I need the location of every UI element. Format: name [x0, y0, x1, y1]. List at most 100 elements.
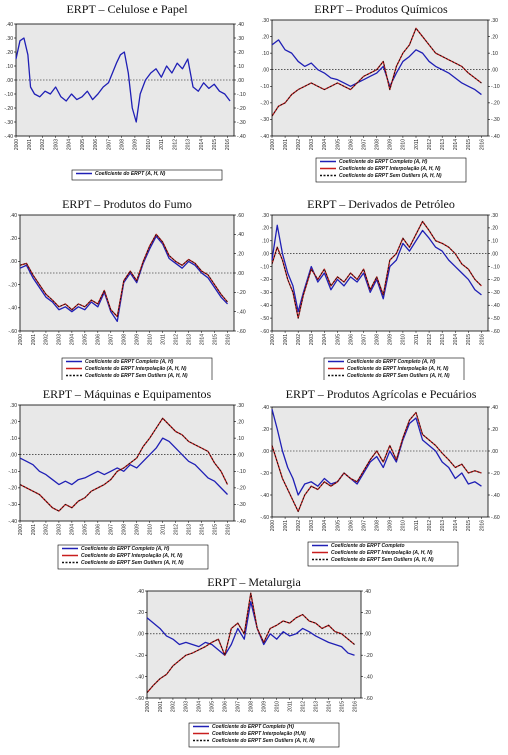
- y-right-tick-label: .30: [237, 36, 244, 42]
- y-right-tick-label: -.60: [364, 696, 373, 702]
- panel-fumo: ERPT – Produtos do Fumo .40 .20 .00 -.20 -.40…: [0, 195, 254, 383]
- x-tick-label: 2001: [283, 520, 289, 531]
- series-line-1: [271, 39, 482, 96]
- x-tick-label: 2013: [440, 520, 446, 531]
- chart-title: ERPT – Derivados de Petróleo: [307, 197, 455, 211]
- y-tick-label: .10: [262, 239, 269, 245]
- legend-box: [307, 541, 459, 567]
- x-tick-label: 2010: [401, 520, 407, 531]
- x-tick-label: 2011: [414, 139, 420, 150]
- plot-area: [19, 404, 235, 522]
- y-right-tick-label: .20: [491, 427, 498, 433]
- y-tick-label: .20: [262, 226, 269, 232]
- y-tick-label: -.60: [135, 696, 144, 702]
- y-tick-label: -.40: [260, 303, 269, 309]
- y-tick-label: -.40: [260, 493, 269, 499]
- y-right-tick-label: -.40: [237, 519, 246, 525]
- y-tick-label: -.40: [8, 306, 17, 312]
- x-tick-label: 2012: [173, 524, 179, 535]
- y-tick-label: .10: [6, 64, 13, 70]
- y-tick-label: .00: [6, 78, 13, 84]
- x-tick-label: 2014: [453, 520, 459, 531]
- x-tick-label: 2007: [361, 520, 367, 531]
- panel-agricolas: ERPT – Produtos Agrícolas e Pecuários .40…: [254, 385, 508, 570]
- x-tick-label: 2011: [414, 520, 420, 531]
- x-tick-label: 2004: [322, 139, 328, 150]
- x-tick-label: 2010: [146, 139, 152, 150]
- series-line-3: [19, 417, 228, 512]
- y-tick-label: .00: [262, 68, 269, 74]
- y-right-tick-label: .20: [237, 50, 244, 56]
- y-tick-label: .20: [10, 236, 17, 242]
- x-tick-label: 2000: [18, 334, 24, 345]
- x-tick-label: 2000: [270, 334, 276, 345]
- legend-entry: Coeficiente do ERPT Completo (A, H): [339, 159, 428, 165]
- y-right-tick-label: .30: [237, 403, 244, 409]
- y-tick-label: -.60: [260, 329, 269, 335]
- x-tick-label: 2009: [388, 520, 394, 531]
- x-tick-label: 2008: [375, 520, 381, 531]
- x-tick-label: 2005: [83, 334, 89, 345]
- y-right-tick-label: .40: [237, 22, 244, 28]
- x-tick-label: 2006: [348, 520, 354, 531]
- x-tick-label: 2002: [44, 334, 50, 345]
- y-right-tick-label: -.20: [237, 290, 246, 296]
- y-right-tick-label: -.30: [237, 120, 246, 126]
- series-line-3: [19, 233, 228, 317]
- y-right-tick-label: .10: [491, 239, 498, 245]
- y-right-tick-label: .00: [237, 78, 244, 84]
- y-right-tick-label: .40: [364, 589, 371, 595]
- y-right-tick-label: .40: [491, 405, 498, 411]
- chart-agricolas: ERPT – Produtos Agrícolas e Pecuários .40…: [260, 387, 500, 567]
- x-tick-label: 2013: [313, 701, 319, 712]
- x-tick-label: 2011: [159, 139, 165, 150]
- x-tick-label: 2011: [160, 334, 166, 345]
- legend-entry: Coeficiente do ERPT Sem Outliers (A, H, …: [347, 373, 450, 379]
- y-tick-label: .20: [262, 427, 269, 433]
- chart-metalurgia: ERPT – Metalurgia .40 .20 .00 -.20 -.40 -.60 .4…: [135, 575, 373, 748]
- x-tick-label: 2011: [287, 701, 293, 712]
- y-tick-label: .20: [10, 419, 17, 425]
- legend-box: [188, 722, 340, 748]
- y-tick-label: .30: [262, 213, 269, 219]
- x-tick-label: 2015: [212, 139, 218, 150]
- y-right-tick-label: -.30: [491, 290, 500, 296]
- x-tick-label: 2011: [160, 524, 166, 535]
- x-tick-label: 2015: [466, 139, 472, 150]
- legend-entry: Coeficiente do ERPT Sem Outliers (A, H, …: [81, 560, 184, 566]
- x-tick-label: 2003: [184, 701, 190, 712]
- legend-entry: Coeficiente do ERPT Completo (A, H): [347, 359, 436, 365]
- y-tick-label: .30: [10, 403, 17, 409]
- y-right-tick-label: .00: [491, 449, 498, 455]
- y-tick-label: .00: [262, 251, 269, 257]
- chart-title: ERPT – Produtos do Fumo: [62, 197, 192, 211]
- x-tick-label: 2001: [283, 139, 289, 150]
- y-right-tick-label: -.40: [237, 309, 246, 315]
- panel-celulose: ERPT – Celulose e Papel .40 .30 .20 .10 .00 -.…: [0, 0, 254, 190]
- legend-entry: Coeficiente do ERPT Interpolação (A, H, …: [339, 166, 441, 172]
- x-tick-label: 2005: [210, 701, 216, 712]
- x-tick-label: 2016: [225, 524, 231, 535]
- y-right-tick-label: .20: [491, 226, 498, 232]
- x-tick-label: 2008: [375, 139, 381, 150]
- y-right-tick-label: -.40: [491, 303, 500, 309]
- legend-entry: Coeficiente do ERPT Interpolação (A, H, …: [81, 553, 183, 559]
- x-tick-label: 2002: [296, 139, 302, 150]
- x-tick-label: 2000: [270, 139, 276, 150]
- x-tick-label: 2000: [14, 139, 20, 150]
- x-tick-label: 2001: [31, 524, 37, 535]
- y-right-tick-label: -.60: [491, 329, 500, 335]
- series-line-3: [146, 592, 355, 693]
- y-right-tick-label: .00: [491, 251, 498, 257]
- y-tick-label: -.20: [135, 653, 144, 659]
- legend-entry: Coeficiente do ERPT Interpolação (A, H, …: [347, 366, 449, 372]
- y-right-tick-label: -.20: [491, 101, 500, 107]
- y-tick-label: -.60: [260, 515, 269, 521]
- y-right-tick-label: -.50: [491, 316, 500, 322]
- y-tick-label: -.20: [260, 277, 269, 283]
- y-tick-label: .30: [262, 18, 269, 24]
- y-tick-label: .20: [137, 610, 144, 616]
- y-right-tick-label: -.60: [491, 515, 500, 521]
- y-tick-label: .30: [6, 36, 13, 42]
- x-tick-label: 2014: [199, 334, 205, 345]
